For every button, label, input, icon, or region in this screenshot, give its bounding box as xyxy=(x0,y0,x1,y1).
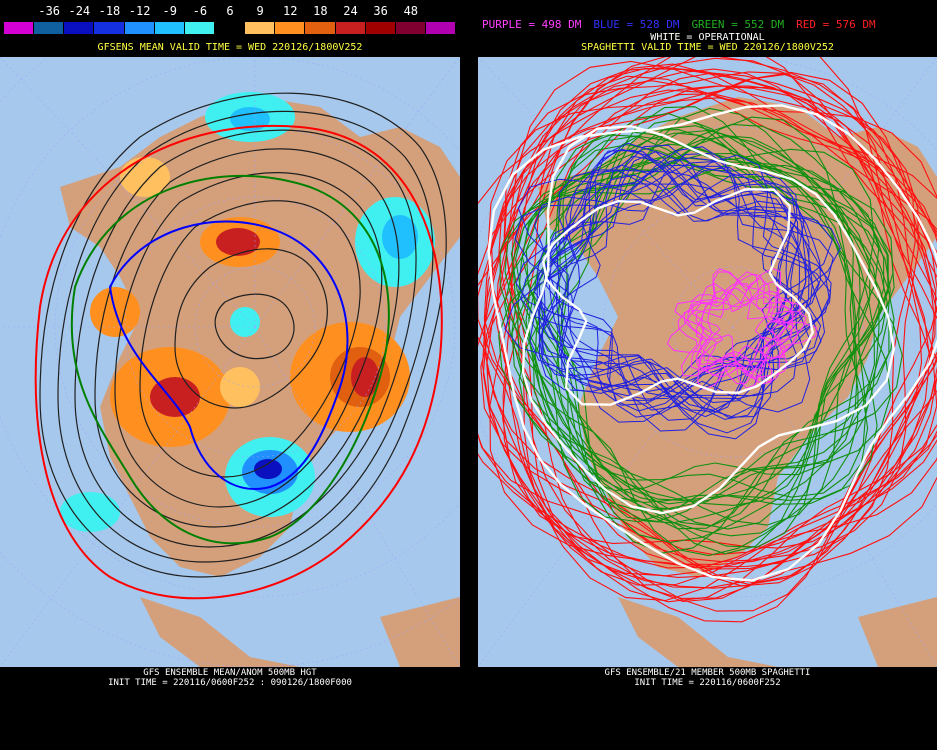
colorbar-swatch xyxy=(425,22,457,34)
panel-divider xyxy=(460,0,478,750)
spaghetti-contour xyxy=(478,57,937,589)
colorbar-label: 6 xyxy=(226,4,234,18)
spaghetti-contour xyxy=(510,148,875,557)
spaghetti-contour xyxy=(525,107,867,498)
colorbar-swatch xyxy=(335,22,366,34)
spaghetti-contour xyxy=(565,173,811,423)
spaghetti-contour xyxy=(478,72,916,568)
colorbar-swatch xyxy=(4,22,35,34)
colorbar-label: -36 xyxy=(38,4,61,18)
mean-panel-title: GFSENS MEAN VALID TIME = WED 220126/1800… xyxy=(97,42,363,53)
colorbar-label: -6 xyxy=(192,4,208,18)
legend-green: GREEN = 552 DM xyxy=(691,18,785,31)
spaghetti-contour xyxy=(517,116,857,555)
spaghetti-contour xyxy=(484,85,919,563)
spaghetti-map xyxy=(478,57,937,667)
spaghetti-contour xyxy=(525,132,880,524)
spaghetti-contour xyxy=(496,80,937,603)
spaghetti-contour xyxy=(511,129,878,501)
colorbar-swatch xyxy=(94,22,125,34)
colorbar-swatch xyxy=(245,22,276,34)
mean-anomaly-map xyxy=(0,57,460,667)
colorbar-swatches xyxy=(4,22,457,34)
spaghetti-contour xyxy=(521,124,896,515)
ensemble-mean-panel: -36 -24 -18 -12 -9 -6 6 9 12 18 24 36 48 GFSENS MEAN… xyxy=(0,0,460,750)
spaghetti-contour xyxy=(482,63,937,586)
colorbar-swatch xyxy=(395,22,426,34)
spaghetti-contour xyxy=(498,97,937,566)
spaghetti-contour xyxy=(538,183,841,397)
spaghetti-contour xyxy=(482,73,923,585)
colorbar-label: -12 xyxy=(128,4,151,18)
spaghetti-contour xyxy=(691,273,801,363)
mean-footer-line2: INIT TIME = 220116/0600F252 : 090126/180… xyxy=(108,678,352,688)
spaghetti-contour xyxy=(498,125,869,505)
spaghetti-contour xyxy=(489,57,937,570)
spaghetti-contour xyxy=(518,135,903,505)
colorbar-labels: -36 -24 -18 -12 -9 -6 6 9 12 18 24 36 48 xyxy=(4,4,456,20)
spaghetti-contour xyxy=(683,287,792,385)
legend-red: RED = 576 DM xyxy=(796,18,876,31)
colorbar-label: -9 xyxy=(162,4,177,18)
mean-map-svg xyxy=(0,57,460,667)
legend-blue: BLUE = 528 DM xyxy=(593,18,680,31)
colorbar-label: -18 xyxy=(98,4,121,18)
spaghetti-footer-line2: INIT TIME = 220116/0600F252 xyxy=(634,678,781,688)
colorbar-swatch xyxy=(214,22,246,34)
spaghetti-contour xyxy=(700,277,807,383)
spaghetti-contour xyxy=(677,283,787,384)
colorbar-swatch xyxy=(154,22,185,34)
spaghetti-contour xyxy=(534,134,875,554)
spaghetti-contour xyxy=(542,188,814,406)
spaghetti-contour xyxy=(560,174,799,420)
spaghetti-panel-title: SPAGHETTI VALID TIME = WED 220126/1800V2… xyxy=(581,42,834,53)
colorbar-label: 36 xyxy=(373,4,388,18)
spaghetti-contour xyxy=(555,149,807,418)
colorbar-label: 12 xyxy=(283,4,298,18)
spaghetti-footer-line1: GFS ENSEMBLE/21 MEMBER 500MB SPAGHETTI xyxy=(604,668,811,678)
colorbar-label: -24 xyxy=(68,4,91,18)
colorbar-swatch xyxy=(184,22,215,34)
spaghetti-map-svg xyxy=(478,57,937,667)
colorbar-label: 9 xyxy=(256,4,264,18)
spaghetti-contour xyxy=(502,68,937,599)
colorbar-label: 48 xyxy=(403,4,419,18)
anomaly-colorbar: -36 -24 -18 -12 -9 -6 6 9 12 18 24 36 48 xyxy=(4,4,457,34)
spaghetti-contour xyxy=(487,104,937,582)
colorbar-swatch xyxy=(64,22,95,34)
spaghetti-legend: PURPLE = 498 DM BLUE = 528 DM GREEN = 55… xyxy=(482,18,932,31)
spaghetti-contour xyxy=(695,290,818,378)
spaghetti-contour xyxy=(478,67,937,569)
spaghetti-contour xyxy=(504,162,888,530)
mean-footer-line1: GFS ENSEMBLE MEAN/ANOM 500MB HGT xyxy=(143,668,317,678)
colorbar-swatch xyxy=(305,22,336,34)
operational-label: WHITE = OPERATIONAL xyxy=(650,32,765,43)
colorbar-swatch xyxy=(34,22,65,34)
spaghetti-contour xyxy=(478,57,931,587)
colorbar-label: 24 xyxy=(343,4,358,18)
colorbar-swatch xyxy=(365,22,396,34)
spaghetti-panel: PURPLE = 498 DM BLUE = 528 DM GREEN = 55… xyxy=(478,0,937,750)
legend-purple: PURPLE = 498 DM xyxy=(482,18,582,31)
spaghetti-contour xyxy=(556,130,890,530)
colorbar-swatch xyxy=(124,22,155,34)
spaghetti-contour xyxy=(499,123,885,526)
colorbar-label: 18 xyxy=(313,4,328,18)
spaghetti-contour xyxy=(674,271,794,363)
spaghetti-contour xyxy=(478,89,937,577)
spaghetti-contour xyxy=(533,165,811,401)
colorbar-swatch xyxy=(275,22,306,34)
